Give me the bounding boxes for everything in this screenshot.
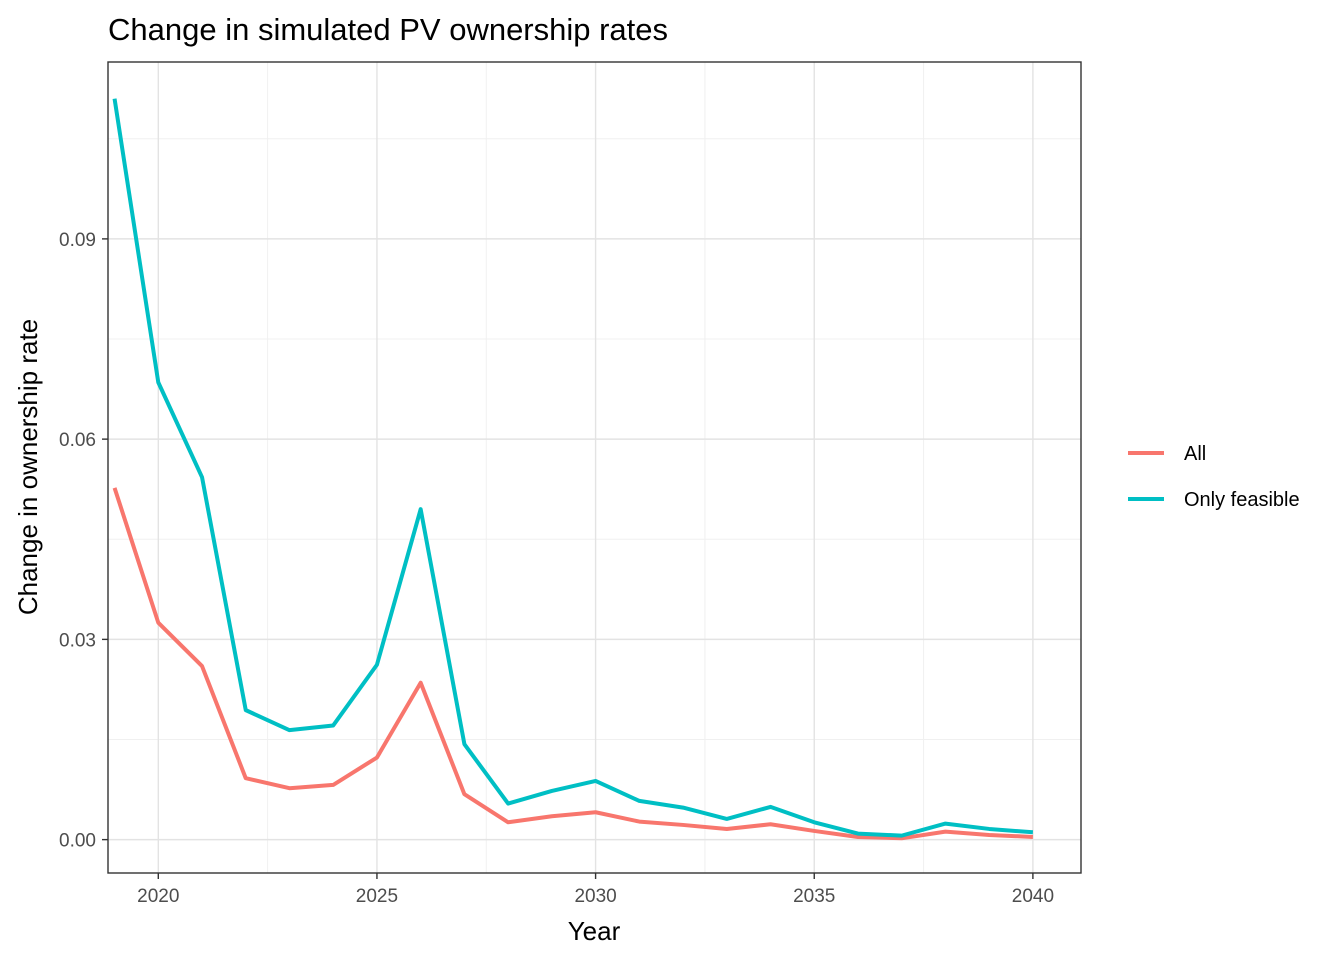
series-line-only-feasible <box>112 98 1034 838</box>
grid-lines <box>108 62 1081 873</box>
x-tick-label: 2020 <box>137 886 179 907</box>
y-tick-label: 0.00 <box>59 831 96 852</box>
y-axis-title: Change in ownership rate <box>13 319 43 615</box>
legend-label-all: All <box>1184 443 1206 465</box>
y-tick-label: 0.06 <box>59 430 96 451</box>
y-tick-label: 0.09 <box>59 230 96 251</box>
x-tick-label: 2040 <box>1012 886 1054 907</box>
x-axis-title: Year <box>568 916 621 946</box>
y-tick-label: 0.03 <box>59 630 96 651</box>
y-axis: 0.00 0.03 0.06 0.09 <box>59 230 108 852</box>
plot-panel-background <box>108 62 1081 873</box>
x-tick-label: 2035 <box>793 886 835 907</box>
x-tick-label: 2030 <box>574 886 616 907</box>
legend-label-only-feasible: Only feasible <box>1184 489 1300 511</box>
x-axis: 2020 2025 2030 2035 2040 <box>137 873 1054 907</box>
series-lines <box>112 98 1034 841</box>
x-tick-label: 2025 <box>356 886 398 907</box>
chart-title: Change in simulated PV ownership rates <box>108 12 668 47</box>
plot-panel-border <box>107 61 1082 874</box>
series-line-all <box>112 487 1033 841</box>
legend: All Only feasible <box>1128 443 1300 511</box>
